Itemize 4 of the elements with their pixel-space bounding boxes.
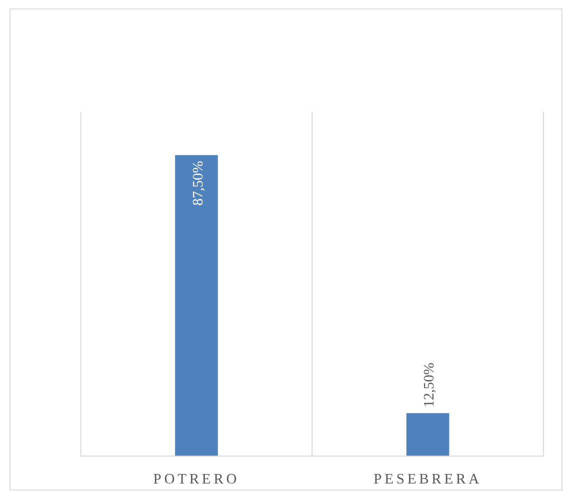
- x-tick-label: PESEBRERA: [374, 471, 482, 488]
- x-tick-label: POTRERO: [153, 471, 240, 488]
- data-label: 12,50%: [422, 362, 438, 408]
- data-label: 87,50%: [190, 160, 206, 206]
